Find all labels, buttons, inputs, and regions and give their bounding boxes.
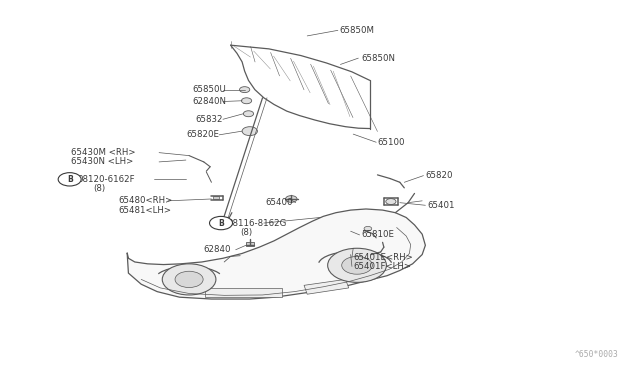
Text: 65850N: 65850N — [362, 54, 396, 62]
Circle shape — [242, 127, 257, 136]
Text: 65832: 65832 — [195, 115, 223, 124]
Circle shape — [175, 271, 203, 288]
Text: ^650*0003: ^650*0003 — [575, 350, 619, 359]
Circle shape — [209, 217, 232, 230]
Text: B: B — [67, 175, 72, 184]
Text: 65820: 65820 — [426, 171, 453, 180]
Text: 62840N: 62840N — [192, 97, 227, 106]
Circle shape — [239, 87, 250, 93]
Text: (8): (8) — [240, 228, 252, 237]
Text: 65820E: 65820E — [186, 130, 219, 140]
Text: 65401: 65401 — [428, 201, 455, 210]
Circle shape — [243, 111, 253, 117]
Circle shape — [386, 199, 396, 205]
Text: 65481<LH>: 65481<LH> — [119, 206, 172, 215]
Text: 65100: 65100 — [378, 138, 405, 147]
Text: 08120-6162F: 08120-6162F — [77, 175, 135, 184]
Circle shape — [241, 98, 252, 104]
Text: 65401E<RH>: 65401E<RH> — [354, 253, 413, 262]
Circle shape — [364, 227, 372, 231]
Text: 65810E: 65810E — [362, 230, 394, 240]
Bar — [212, 196, 219, 199]
Text: (8): (8) — [93, 185, 106, 193]
Text: 62840: 62840 — [204, 245, 231, 254]
Bar — [246, 242, 253, 246]
Polygon shape — [304, 279, 349, 294]
Text: 65850U: 65850U — [192, 85, 226, 94]
Circle shape — [163, 264, 216, 295]
Polygon shape — [127, 209, 426, 299]
Text: 08116-8162G: 08116-8162G — [227, 219, 287, 228]
Text: 65850M: 65850M — [339, 26, 374, 35]
Polygon shape — [205, 288, 282, 297]
Text: 65401F<LH>: 65401F<LH> — [354, 262, 412, 271]
Circle shape — [328, 248, 387, 282]
Circle shape — [342, 256, 372, 274]
Text: 65400: 65400 — [266, 198, 293, 207]
Text: 65480<RH>: 65480<RH> — [119, 196, 173, 205]
Circle shape — [285, 196, 297, 202]
Text: B: B — [218, 219, 224, 228]
Circle shape — [58, 173, 81, 186]
Text: 65430N <LH>: 65430N <LH> — [71, 157, 133, 166]
Text: 65430M <RH>: 65430M <RH> — [71, 148, 136, 157]
